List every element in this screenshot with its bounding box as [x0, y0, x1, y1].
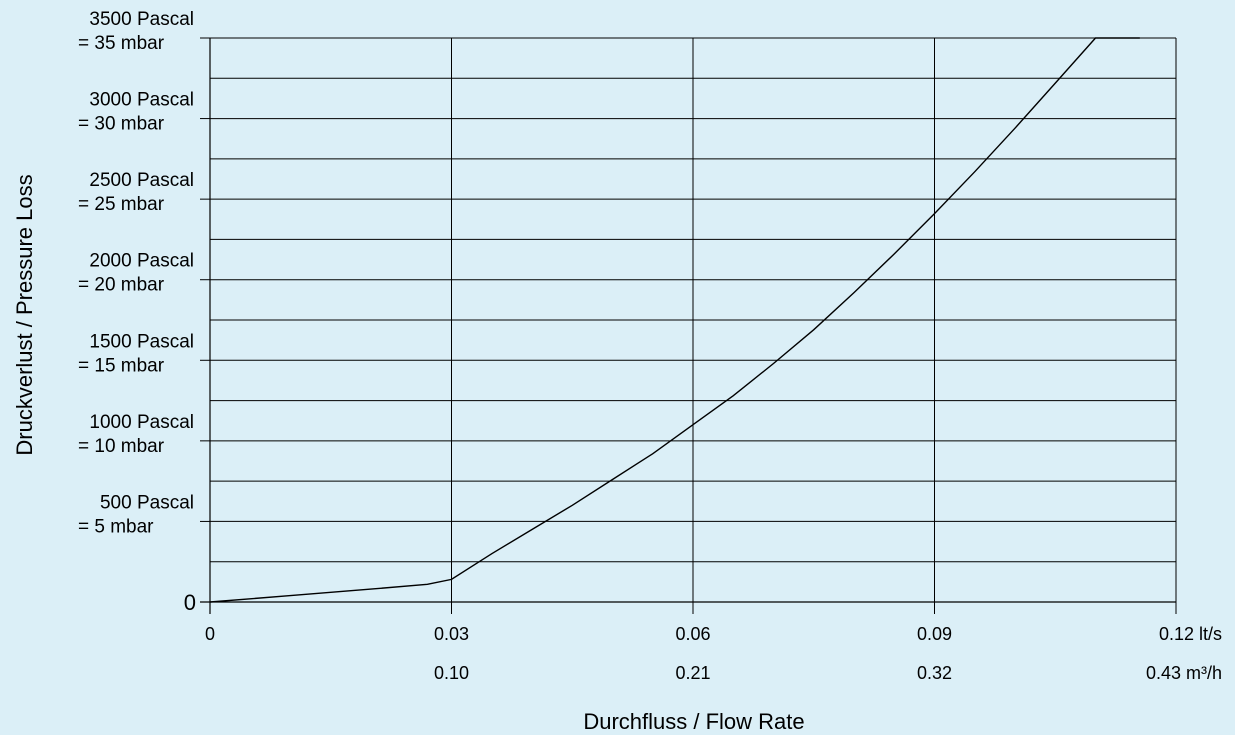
y-tick-sublabel: = 35 mbar	[78, 33, 165, 54]
y-tick-label: 3000 Pascal	[89, 90, 194, 111]
label-layer: 0 500 Pascal = 5 mbar 1000 Pascal = 10 mbar 1…	[12, 9, 1222, 734]
axis-layer	[200, 37, 1176, 614]
pressure-loss-curve	[209, 37, 1140, 603]
x-tick-sublabel: 0.43 m³/h	[1146, 663, 1222, 683]
y-tick-label: 500 Pascal	[100, 492, 194, 513]
x-tick-label: 0.03	[434, 624, 469, 644]
y-tick-sublabel: = 10 mbar	[78, 436, 165, 457]
series-layer	[209, 37, 1140, 603]
y-axis-title: Druckverlust / Pressure Loss	[12, 174, 37, 455]
x-axis-title: Durchfluss / Flow Rate	[583, 709, 804, 734]
y-tick-sublabel: = 15 mbar	[78, 355, 165, 376]
y-tick-label: 1500 Pascal	[89, 331, 194, 352]
grid-layer	[210, 37, 1177, 614]
x-tick-label: 0.06	[675, 624, 710, 644]
x-tick-sublabel: 0.10	[434, 663, 469, 683]
y-tick-label: 2000 Pascal	[89, 251, 194, 272]
y-tick-sublabel: = 5 mbar	[78, 516, 154, 537]
x-tick-label: 0	[205, 624, 215, 644]
y-tick-sublabel: = 25 mbar	[78, 194, 165, 215]
y-tick-label: 2500 Pascal	[89, 170, 194, 191]
y-tick-label: 0	[184, 590, 196, 615]
x-tick-sublabel: 0.21	[675, 663, 710, 683]
x-tick-sublabel: 0.32	[917, 663, 952, 683]
y-tick-sublabel: = 20 mbar	[78, 275, 165, 296]
y-tick-label: 1000 Pascal	[89, 412, 194, 433]
y-tick-label: 3500 Pascal	[89, 9, 194, 30]
x-tick-label: 0.12 lt/s	[1159, 624, 1222, 644]
y-tick-sublabel: = 30 mbar	[78, 114, 165, 135]
x-tick-label: 0.09	[917, 624, 952, 644]
